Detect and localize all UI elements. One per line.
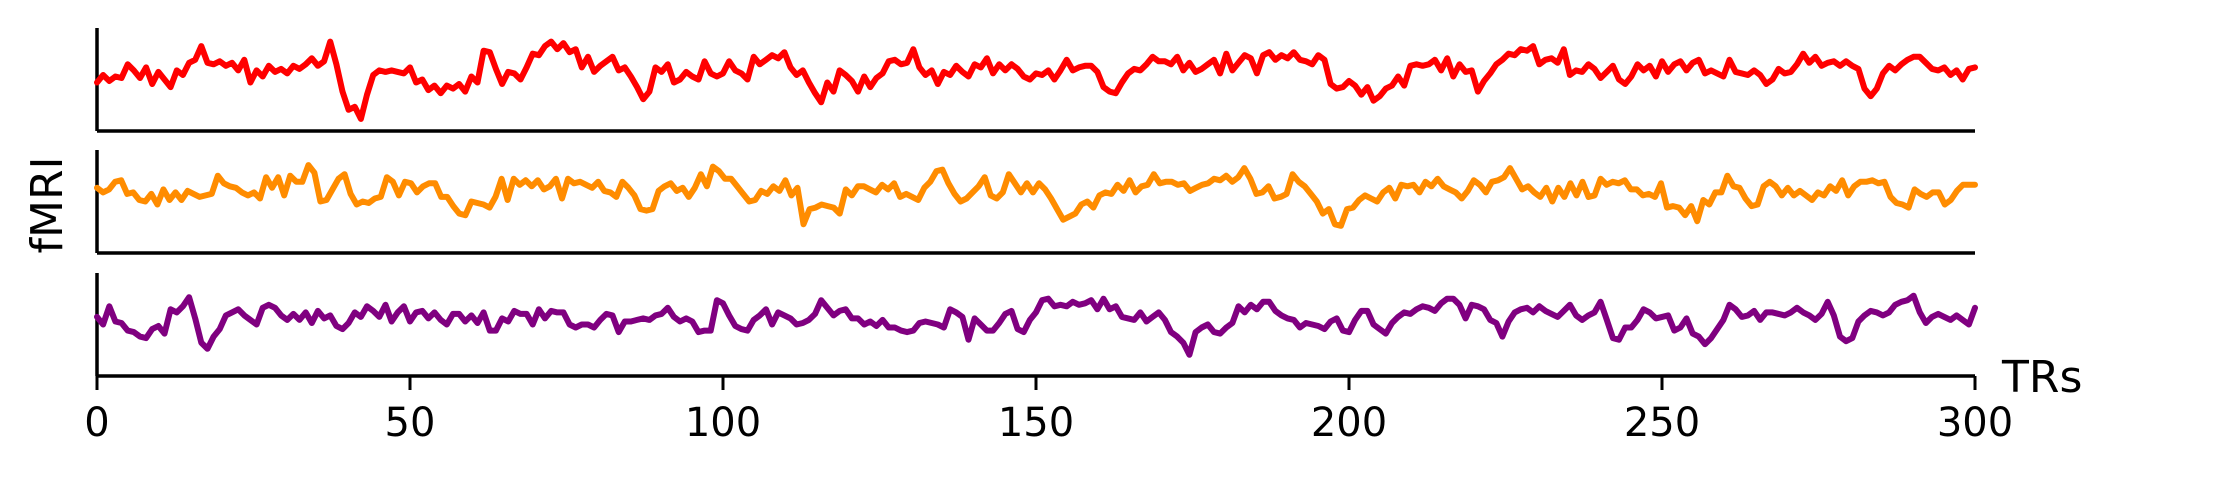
- series-line-3: [94, 292, 1978, 358]
- x-tick-label-300: 300: [1937, 400, 2013, 446]
- panel-2: [94, 150, 1978, 255]
- series-line-1: [94, 38, 1978, 122]
- x-tick-label-100: 100: [685, 400, 761, 446]
- x-tick-label-50: 50: [385, 400, 436, 446]
- x-tick-label-250: 250: [1624, 400, 1700, 446]
- y-axis-title: fMRI: [22, 156, 73, 253]
- x-axis-title: TRs: [2001, 352, 2082, 403]
- x-axis: 0 50 100 150 200 250 300: [84, 376, 2013, 446]
- x-tick-label-150: 150: [998, 400, 1074, 446]
- panel-3: [94, 273, 1978, 378]
- x-tick-label-0: 0: [84, 400, 109, 446]
- panel-1: [94, 28, 1978, 133]
- x-tick-label-200: 200: [1311, 400, 1387, 446]
- series-line-2: [94, 162, 1978, 229]
